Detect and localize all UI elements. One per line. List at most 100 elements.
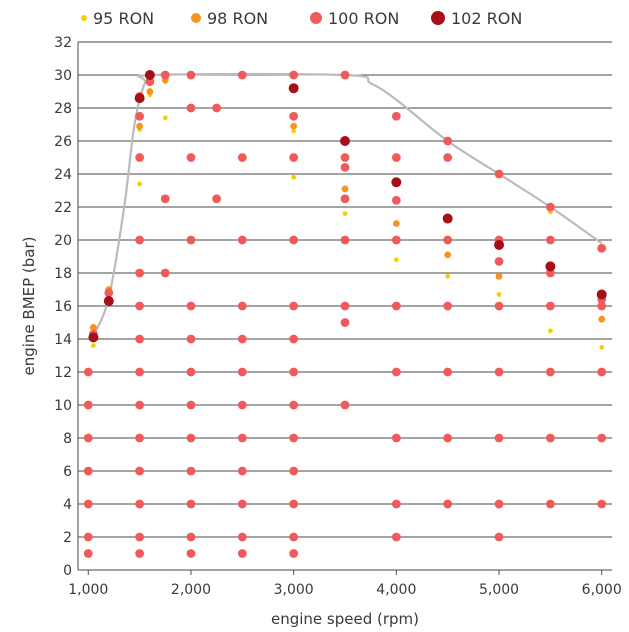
data-point [289, 111, 299, 121]
data-point [160, 194, 170, 204]
data-point [443, 367, 453, 377]
data-point [186, 103, 196, 113]
data-point [135, 499, 145, 509]
data-point [340, 153, 350, 162]
data-point [237, 367, 247, 377]
y-tick-label: 20 [54, 233, 72, 249]
data-point [391, 196, 401, 205]
y-tick-label: 32 [54, 35, 72, 51]
data-point [135, 532, 145, 542]
y-tick-label: 2 [63, 530, 72, 546]
grid-lines [78, 41, 612, 538]
data-point [186, 532, 196, 542]
data-point [392, 220, 400, 227]
data-point [83, 433, 93, 443]
data-point [443, 153, 453, 162]
data-point [340, 400, 350, 410]
data-point [391, 301, 401, 311]
data-point [136, 122, 144, 130]
legend-marker [431, 11, 445, 25]
x-tick-label: 6,000 [582, 582, 622, 598]
legend-label: 102 RON [451, 9, 522, 28]
data-point [83, 466, 93, 476]
y-tick-label: 30 [54, 68, 72, 84]
y-tick-label: 16 [54, 299, 72, 315]
data-point [547, 328, 553, 334]
data-point [545, 261, 556, 272]
data-points [83, 70, 607, 558]
data-point [212, 103, 222, 113]
data-point [289, 433, 299, 443]
data-point [160, 70, 170, 80]
data-point [596, 289, 607, 300]
data-point [391, 532, 401, 542]
data-point [597, 499, 607, 509]
x-tick-label: 4,000 [376, 582, 416, 598]
data-point [289, 367, 299, 377]
series-100-ron [83, 70, 607, 558]
data-point [444, 251, 452, 259]
data-point [237, 400, 247, 410]
boundary-curve [92, 72, 603, 337]
y-tick-label: 14 [54, 332, 72, 348]
data-point [135, 153, 145, 162]
data-point [443, 235, 453, 245]
data-point [340, 136, 350, 146]
data-point [212, 194, 222, 204]
data-point [545, 235, 555, 245]
data-point [495, 272, 503, 280]
data-point [291, 174, 297, 180]
data-point [135, 268, 145, 278]
data-point [135, 111, 145, 121]
legend-label: 95 RON [93, 9, 154, 28]
data-point [289, 301, 299, 311]
data-point [83, 532, 93, 542]
data-point [391, 499, 401, 509]
data-point [342, 211, 348, 217]
y-tick-label: 28 [54, 101, 72, 117]
data-point [599, 344, 605, 350]
data-point [186, 466, 196, 476]
data-point [289, 235, 299, 245]
data-point [494, 433, 504, 443]
data-point [443, 301, 453, 311]
data-point [545, 367, 555, 377]
data-point [237, 235, 247, 245]
data-point [289, 153, 299, 162]
data-point [494, 532, 504, 542]
data-point [146, 88, 154, 95]
data-point [160, 268, 170, 278]
data-point [341, 185, 349, 193]
data-point [83, 549, 93, 558]
data-point [134, 93, 145, 104]
data-point [289, 549, 299, 558]
data-point [340, 235, 350, 245]
data-point [135, 367, 145, 377]
data-point [289, 499, 299, 509]
data-point [237, 70, 247, 80]
data-point [443, 136, 453, 146]
x-axis-title: engine speed (rpm) [271, 610, 419, 628]
data-point [443, 433, 453, 443]
data-point [135, 301, 145, 311]
y-tick-label: 18 [54, 266, 72, 282]
data-point [445, 273, 451, 279]
data-point [135, 433, 145, 443]
data-point [391, 153, 401, 162]
data-point [91, 343, 96, 348]
data-point [545, 499, 555, 509]
y-tick-label: 22 [54, 200, 72, 216]
legend-label: 100 RON [328, 9, 399, 28]
legend-label: 98 RON [207, 9, 268, 28]
data-point [289, 334, 299, 344]
data-point [494, 499, 504, 509]
data-point [290, 122, 298, 130]
data-point [597, 243, 607, 253]
data-point [186, 400, 196, 410]
data-point [494, 257, 504, 266]
data-point [494, 169, 504, 179]
series-102-ron [88, 70, 607, 343]
data-point [144, 70, 155, 80]
x-tick-label: 5,000 [479, 582, 519, 598]
